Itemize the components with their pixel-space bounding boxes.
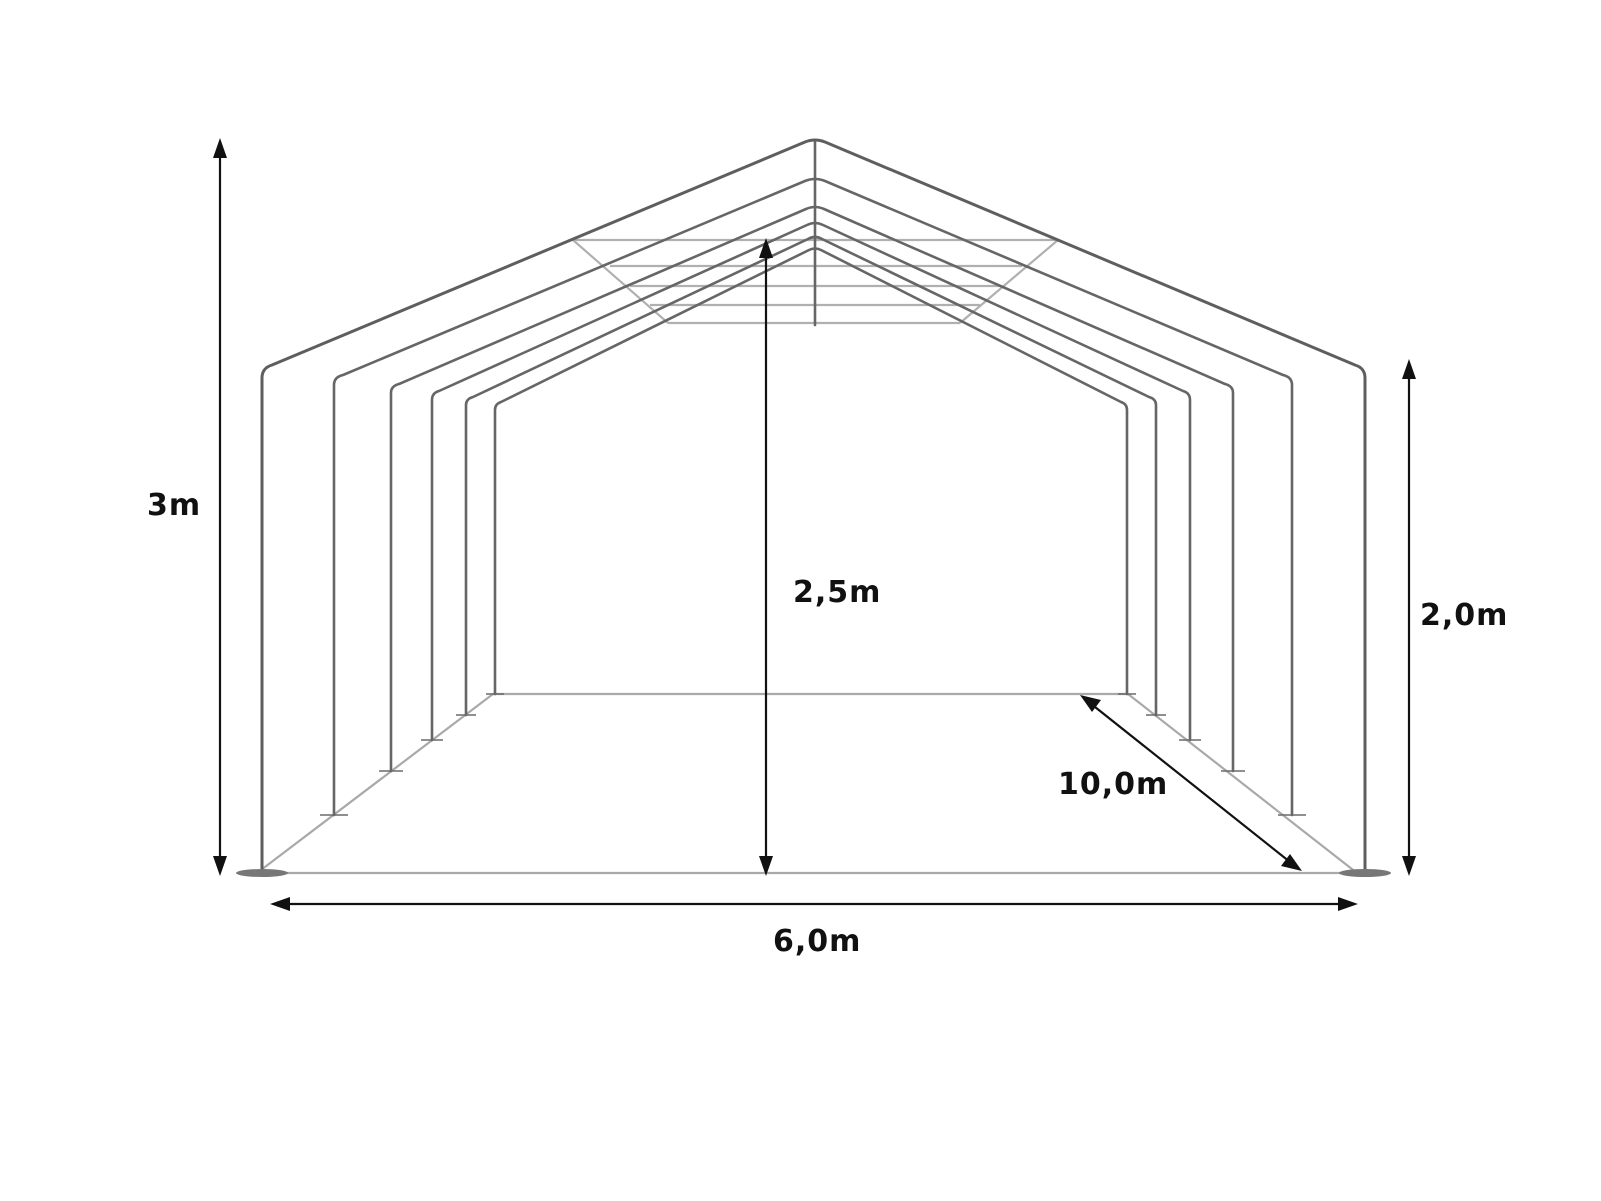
- label-side-height: 2,0m: [1420, 598, 1509, 633]
- label-total-height: 3m: [147, 488, 202, 523]
- dimension-side-height: [1402, 359, 1416, 876]
- frame-5: [464, 235, 1158, 717]
- frame-1: [260, 138, 1367, 875]
- frame-4: [430, 221, 1192, 742]
- dimension-total-height: [213, 138, 227, 876]
- frame-3: [389, 205, 1235, 773]
- frame-2: [332, 177, 1294, 817]
- frame-6: [493, 247, 1129, 696]
- frame-feet: [236, 693, 1391, 877]
- label-inner-height: 2,5m: [793, 575, 882, 610]
- floor-outline: [256, 692, 1358, 875]
- dimension-width: [270, 897, 1358, 911]
- dimension-inner-height: [759, 238, 773, 876]
- label-width: 6,0m: [773, 924, 862, 959]
- label-length: 10,0m: [1058, 767, 1169, 802]
- dimension-length: [1080, 695, 1302, 871]
